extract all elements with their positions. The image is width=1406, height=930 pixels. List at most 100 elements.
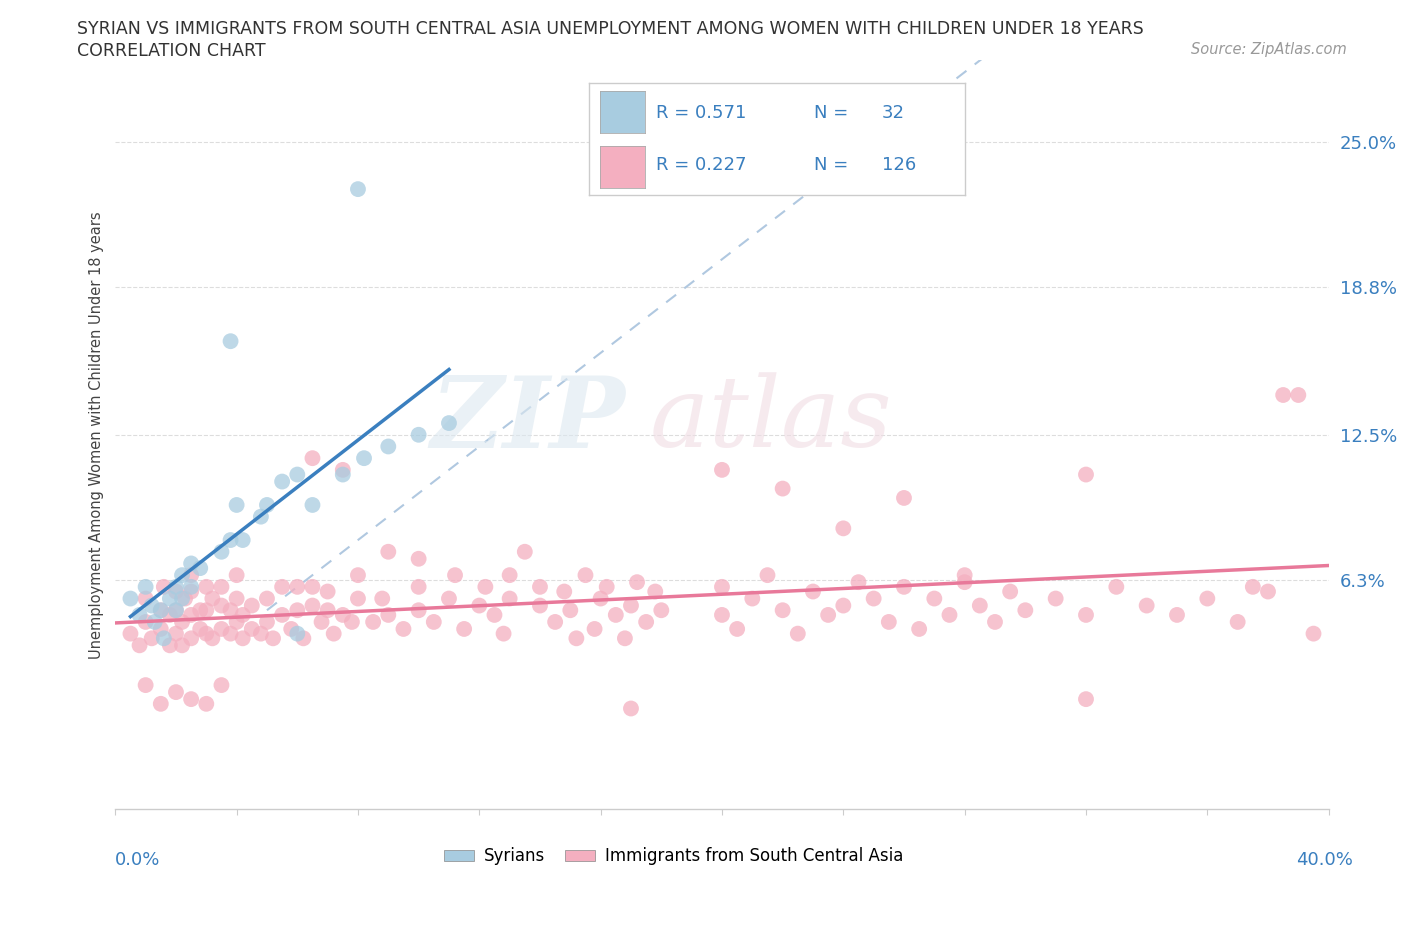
- Point: [195, 579, 218, 594]
- Point: [589, 591, 612, 606]
- Point: [201, 631, 224, 645]
- Text: ZIP: ZIP: [430, 372, 624, 468]
- Point: [560, 603, 582, 618]
- Point: [1272, 388, 1295, 403]
- Point: [301, 579, 323, 594]
- Point: [583, 621, 606, 636]
- Point: [165, 684, 187, 699]
- Point: [174, 591, 197, 606]
- Point: [250, 626, 273, 641]
- Point: [513, 544, 536, 559]
- Point: [232, 533, 254, 548]
- Point: [423, 615, 446, 630]
- Point: [149, 603, 172, 618]
- Point: [492, 626, 515, 641]
- Point: [596, 579, 619, 594]
- Point: [195, 697, 218, 711]
- Point: [159, 638, 181, 653]
- Point: [998, 584, 1021, 599]
- Point: [180, 631, 202, 645]
- Point: [437, 591, 460, 606]
- Point: [862, 591, 884, 606]
- Point: [1136, 598, 1159, 613]
- Point: [1014, 603, 1036, 618]
- Point: [250, 510, 273, 525]
- Point: [301, 498, 323, 512]
- Point: [332, 607, 354, 622]
- Point: [225, 567, 247, 582]
- Point: [285, 467, 308, 482]
- Point: [1226, 615, 1249, 630]
- Point: [711, 579, 734, 594]
- Point: [340, 615, 363, 630]
- Point: [644, 584, 666, 599]
- Legend: Syrians, Immigrants from South Central Asia: Syrians, Immigrants from South Central A…: [437, 841, 910, 872]
- Point: [211, 598, 233, 613]
- Point: [772, 481, 794, 496]
- Point: [149, 603, 172, 618]
- Point: [377, 439, 399, 454]
- Point: [120, 626, 142, 641]
- Point: [908, 621, 931, 636]
- Point: [408, 427, 430, 442]
- Point: [574, 567, 596, 582]
- Point: [211, 678, 233, 693]
- Point: [195, 603, 218, 618]
- Point: [711, 462, 734, 477]
- Point: [141, 631, 163, 645]
- Point: [211, 621, 233, 636]
- Text: Source: ZipAtlas.com: Source: ZipAtlas.com: [1191, 42, 1347, 57]
- Point: [377, 544, 399, 559]
- Point: [444, 567, 467, 582]
- Point: [969, 598, 991, 613]
- Point: [311, 615, 333, 630]
- Point: [613, 631, 636, 645]
- Point: [786, 626, 808, 641]
- Point: [953, 567, 976, 582]
- Point: [285, 579, 308, 594]
- Point: [232, 607, 254, 622]
- Point: [1074, 467, 1097, 482]
- Text: CORRELATION CHART: CORRELATION CHART: [77, 42, 266, 60]
- Text: 0.0%: 0.0%: [115, 851, 160, 870]
- Point: [620, 598, 643, 613]
- Point: [165, 626, 187, 641]
- Point: [893, 579, 915, 594]
- Point: [219, 626, 242, 641]
- Point: [498, 567, 520, 582]
- Text: 40.0%: 40.0%: [1296, 851, 1353, 870]
- Point: [135, 678, 157, 693]
- Point: [529, 579, 551, 594]
- Point: [135, 615, 157, 630]
- Point: [159, 607, 181, 622]
- Point: [361, 615, 384, 630]
- Point: [1105, 579, 1128, 594]
- Point: [1074, 692, 1097, 707]
- Point: [180, 567, 202, 582]
- Point: [332, 462, 354, 477]
- Point: [322, 626, 344, 641]
- Point: [347, 181, 370, 196]
- Point: [565, 631, 588, 645]
- Point: [225, 615, 247, 630]
- Point: [256, 498, 278, 512]
- Point: [484, 607, 506, 622]
- Point: [180, 556, 202, 571]
- Point: [180, 584, 202, 599]
- Point: [180, 607, 202, 622]
- Point: [636, 615, 658, 630]
- Point: [180, 692, 202, 707]
- Point: [141, 598, 163, 613]
- Point: [149, 697, 172, 711]
- Point: [240, 598, 263, 613]
- Point: [893, 490, 915, 505]
- Point: [1241, 579, 1264, 594]
- Point: [301, 598, 323, 613]
- Point: [153, 579, 176, 594]
- Point: [159, 591, 181, 606]
- Point: [848, 575, 870, 590]
- Point: [219, 533, 242, 548]
- Point: [316, 603, 339, 618]
- Point: [292, 631, 315, 645]
- Point: [262, 631, 284, 645]
